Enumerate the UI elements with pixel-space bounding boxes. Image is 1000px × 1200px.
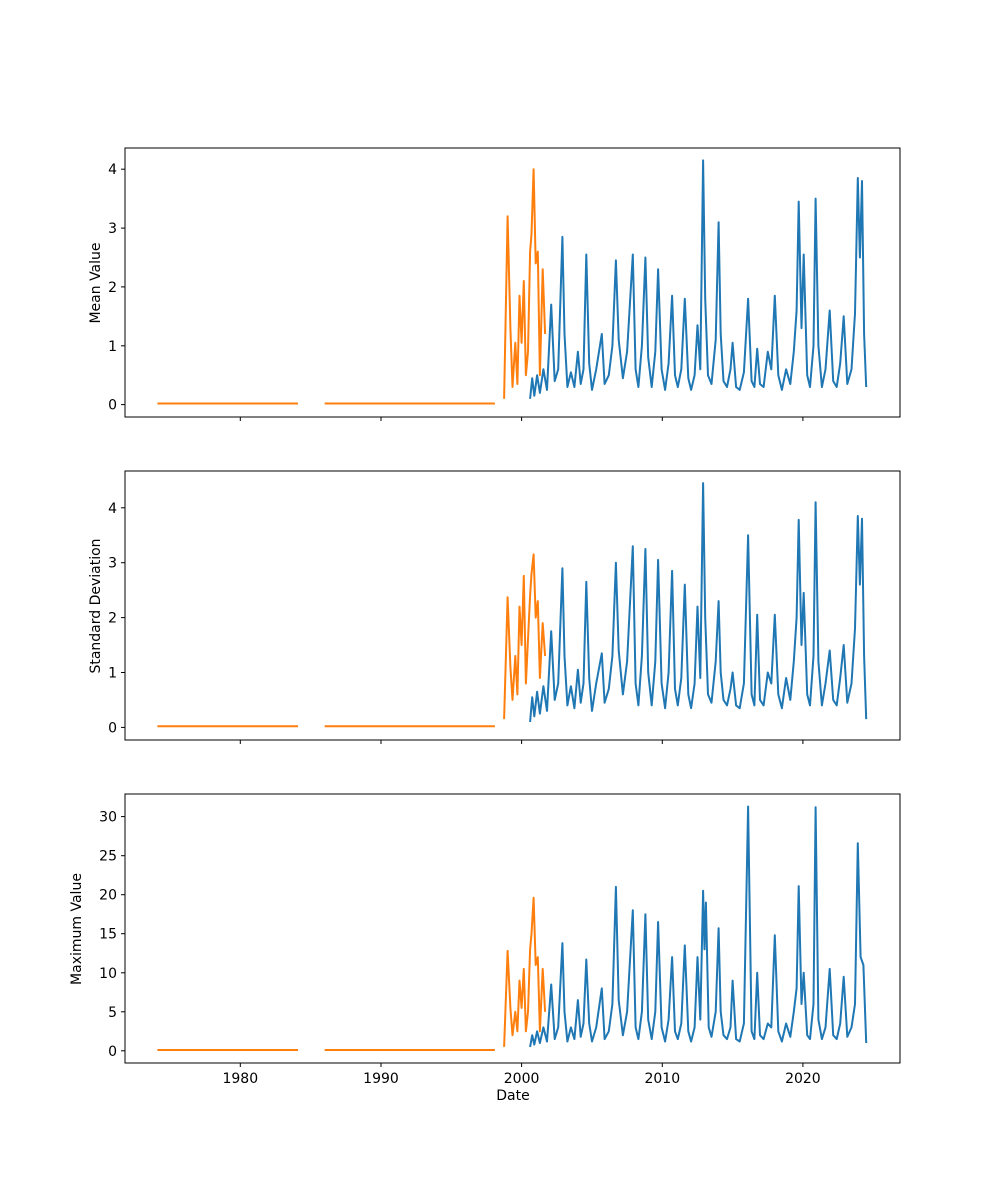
y-tick-label-mean-2: 2 bbox=[108, 280, 117, 296]
y-tick-label-std-3: 3 bbox=[108, 556, 117, 572]
y-tick-label-max-10: 10 bbox=[99, 966, 117, 982]
x-tick-label-2000: 2000 bbox=[504, 1071, 540, 1087]
axes-spines-std bbox=[124, 470, 901, 741]
y-tick-label-max-30: 30 bbox=[99, 810, 117, 826]
x-tick-label-1980: 1980 bbox=[222, 1071, 258, 1087]
series-blue-line-mean bbox=[529, 159, 868, 399]
y-tick-label-mean-0: 0 bbox=[108, 398, 117, 414]
y-tick-label-max-0: 0 bbox=[108, 1044, 117, 1060]
y-tick-label-mean-1: 1 bbox=[108, 339, 117, 355]
y-axis-label-mean-value: Mean Value bbox=[88, 242, 104, 324]
axes-spines-max bbox=[124, 793, 901, 1064]
x-tick-label-1990: 1990 bbox=[363, 1071, 399, 1087]
y-tick-label-mean-3: 3 bbox=[108, 221, 117, 237]
axes-spines-mean bbox=[124, 147, 901, 418]
y-tick-label-mean-4: 4 bbox=[108, 162, 117, 178]
y-axis-label-maximum-value: Maximum Value bbox=[69, 873, 85, 985]
series-blue-line-std bbox=[529, 482, 868, 722]
x-tick-label-2020: 2020 bbox=[785, 1071, 821, 1087]
y-tick-label-max-5: 5 bbox=[108, 1005, 117, 1021]
y-tick-label-max-25: 25 bbox=[99, 849, 117, 865]
y-tick-label-std-2: 2 bbox=[108, 611, 117, 627]
y-tick-label-max-20: 20 bbox=[99, 888, 117, 904]
y-tick-label-std-1: 1 bbox=[108, 666, 117, 682]
series-orange-line-mean bbox=[503, 168, 547, 399]
y-tick-label-max-15: 15 bbox=[99, 927, 117, 943]
y-tick-label-std-4: 4 bbox=[108, 501, 117, 517]
y-tick-label-std-0: 0 bbox=[108, 720, 117, 736]
y-axis-label-standard-deviation: Standard Deviation bbox=[88, 538, 104, 674]
series-orange-line-std bbox=[503, 553, 547, 720]
series-blue-line-max bbox=[529, 805, 868, 1048]
x-axis-label-date: Date bbox=[496, 1088, 530, 1104]
x-tick-label-2010: 2010 bbox=[644, 1071, 680, 1087]
series-orange-line-max bbox=[503, 896, 547, 1047]
